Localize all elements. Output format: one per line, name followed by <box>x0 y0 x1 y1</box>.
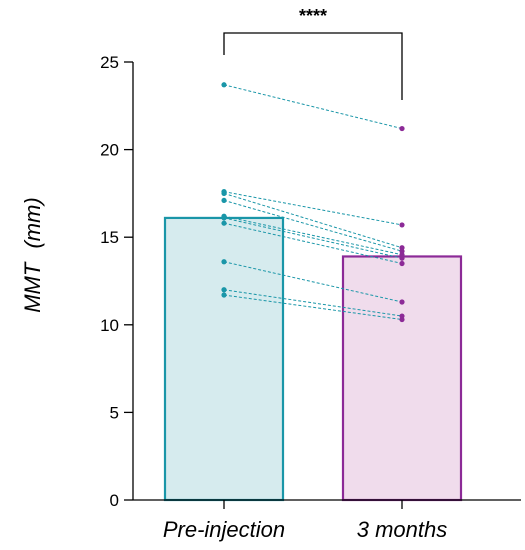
point-pre-9 <box>221 292 227 298</box>
point-post-9 <box>399 316 405 323</box>
significance-bracket <box>223 32 403 100</box>
point-post-5 <box>399 255 405 261</box>
x-category-label-3-months: 3 months <box>357 517 448 542</box>
paired-line-6 <box>223 222 403 264</box>
y-axis-title-unit: (mm) <box>20 197 45 248</box>
y-tick-label-1: 5 <box>110 403 119 422</box>
point-pre-7 <box>221 259 227 265</box>
point-pre-3 <box>221 197 227 204</box>
axes-layer: 0 5 10 15 20 25 <box>100 53 521 510</box>
y-tick-label-4: 20 <box>100 141 119 160</box>
point-post-6 <box>399 260 405 267</box>
y-tick-label-3: 15 <box>100 228 119 247</box>
paired-line-7 <box>223 261 403 303</box>
point-pre-0 <box>221 82 227 88</box>
point-pre-8 <box>221 287 227 293</box>
bar-1 <box>341 255 463 502</box>
paired-line-1 <box>223 191 403 226</box>
y-axis-title: MMT (mm) <box>20 197 45 313</box>
point-post-1 <box>399 222 405 228</box>
point-post-7 <box>399 299 405 305</box>
significance-stars: **** <box>299 6 327 26</box>
paired-line-3 <box>223 199 403 252</box>
y-tick-label-5: 25 <box>100 53 119 72</box>
paired-line-0 <box>223 84 403 130</box>
y-tick-label-0: 0 <box>110 491 119 510</box>
y-tick-label-2: 10 <box>100 316 119 335</box>
points-layer <box>221 82 405 323</box>
paired-line-5 <box>223 217 403 259</box>
bars-layer <box>163 216 463 502</box>
point-pre-2 <box>221 190 227 196</box>
point-pre-6 <box>221 220 227 226</box>
point-pre-5 <box>221 215 227 221</box>
bar-0 <box>163 216 285 502</box>
paired-lines-layer <box>223 84 403 321</box>
point-post-0 <box>399 125 405 132</box>
x-category-label-pre-injection: Pre-injection <box>163 517 285 542</box>
y-axis-title-main: MMT <box>20 261 45 313</box>
paired-line-4 <box>223 215 403 256</box>
paired-line-2 <box>223 192 403 249</box>
